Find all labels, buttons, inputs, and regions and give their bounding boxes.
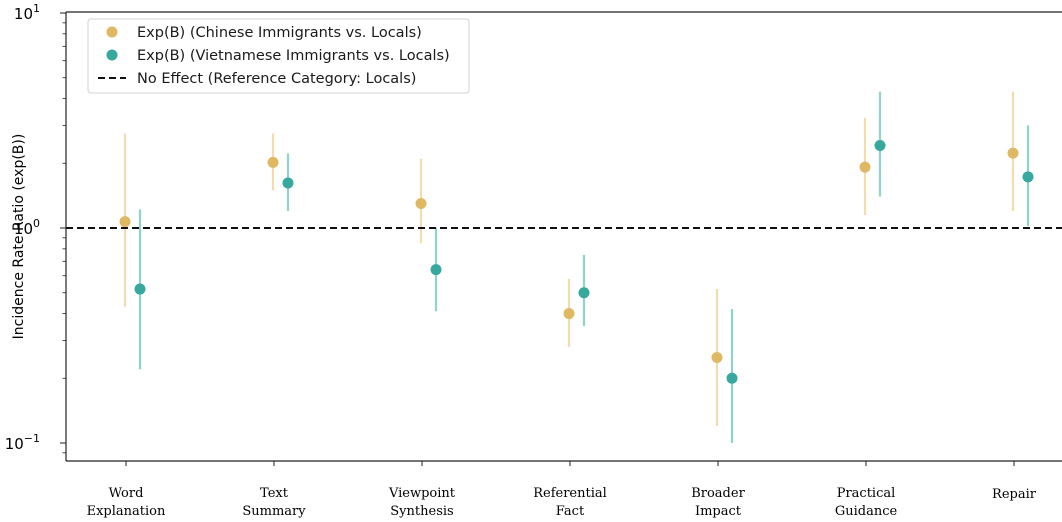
axes [65,11,1062,462]
y-tick-exponent: 1 [33,2,40,15]
x-tick-label: Fact [556,504,585,519]
legend-marker [106,26,118,38]
data-point [119,216,131,228]
data-point [726,372,738,384]
y-tick-exponent: −1 [24,432,40,445]
x-tick-label: Word [109,486,144,501]
data-point [1007,147,1019,159]
legend-label: Exp(B) (Chinese Immigrants vs. Locals) [137,25,422,41]
x-tick-label: Practical [837,486,896,501]
legend-label: Exp(B) (Vietnamese Immigrants vs. Locals… [137,48,450,64]
data-point [134,283,146,295]
x-tick-label: Summary [242,504,306,519]
legend-box [87,18,470,94]
data-point [711,351,723,363]
x-tick-label: Viewpoint [388,486,456,501]
error-bars [123,91,1030,443]
x-tick-label: Referential [533,486,607,501]
x-tick-label: Guidance [835,504,898,519]
y-tick-exponent: 0 [33,217,40,230]
legend: Exp(B) (Chinese Immigrants vs. Locals) Ex… [87,18,470,94]
data-point [282,177,294,189]
data-point [874,139,886,151]
data-point [563,308,575,320]
x-tick-label: Broader [691,486,745,501]
x-tick-label: Impact [695,504,742,519]
y-tick-label: 10−1 [5,432,40,453]
data-point [267,156,279,168]
x-tick-label: Explanation [87,504,166,519]
x-tick-label: Text [260,486,289,501]
y-axis-label: Incidence Rate Ratio (exp(B)) [11,134,27,340]
legend-label: No Effect (Reference Category: Locals) [137,71,416,87]
data-point [415,198,427,210]
data-point [859,161,871,173]
x-tick-label: Repair [992,487,1037,502]
x-ticks: Word Explanation Text Summary Viewpoint Synth… [87,461,1037,519]
data-point [430,264,442,276]
data-points [119,139,1034,384]
data-point [1022,171,1034,183]
x-tick-label: Synthesis [390,504,453,519]
legend-marker [106,49,118,61]
data-point [578,287,590,299]
y-tick-label: 101 [14,2,40,23]
